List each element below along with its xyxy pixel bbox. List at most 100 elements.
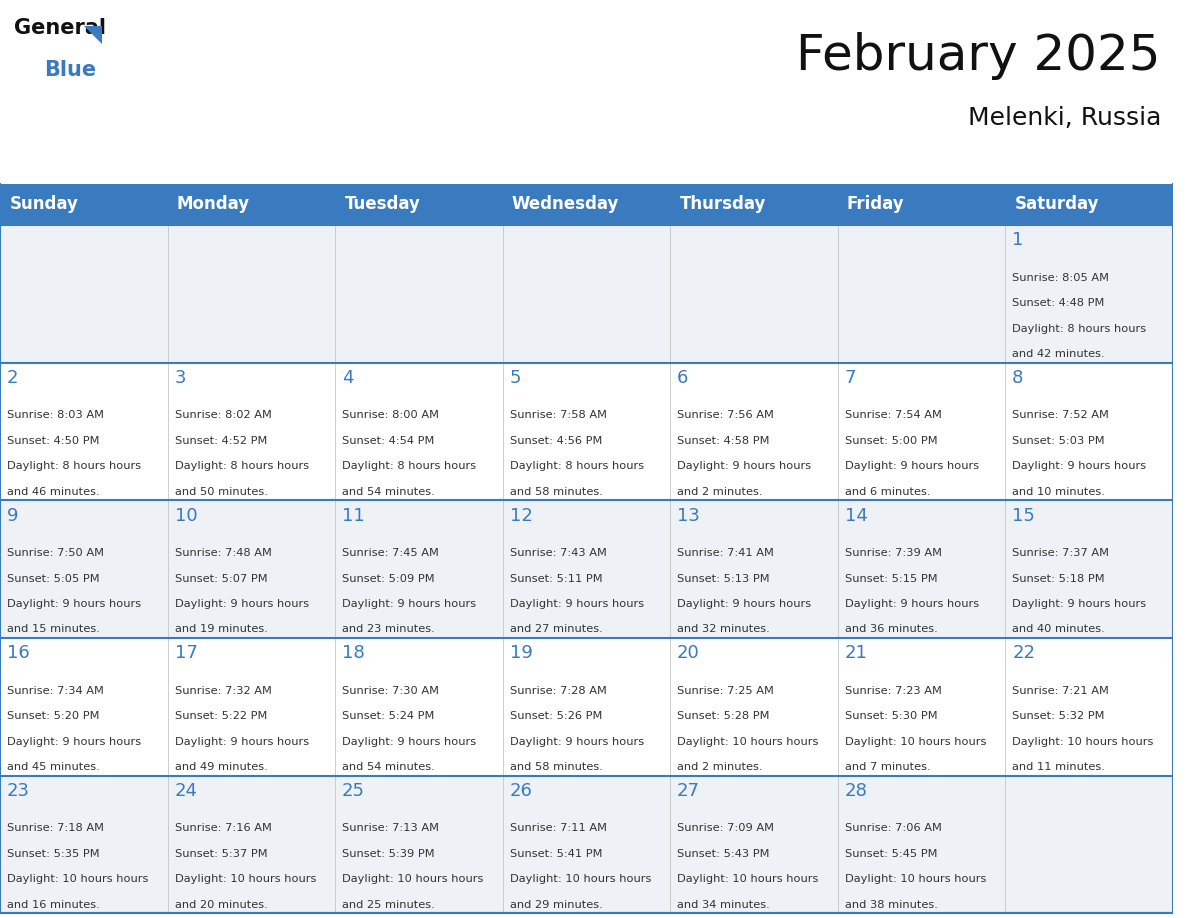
Text: Sunrise: 7:30 AM: Sunrise: 7:30 AM [342, 686, 440, 696]
Text: 23: 23 [7, 782, 30, 800]
Bar [503, 363, 670, 500]
Text: Sunrise: 7:41 AM: Sunrise: 7:41 AM [677, 548, 775, 558]
Text: Sunset: 4:50 PM: Sunset: 4:50 PM [7, 436, 100, 446]
Text: 5: 5 [510, 369, 522, 387]
Bar [1005, 776, 1173, 913]
Text: Sunrise: 7:58 AM: Sunrise: 7:58 AM [510, 410, 607, 420]
Text: and 7 minutes.: and 7 minutes. [845, 762, 930, 772]
Text: 26: 26 [510, 782, 532, 800]
Text: Sunrise: 7:50 AM: Sunrise: 7:50 AM [7, 548, 105, 558]
Text: Tuesday: Tuesday [345, 196, 421, 213]
Text: 11: 11 [342, 507, 365, 525]
Text: Sunset: 4:48 PM: Sunset: 4:48 PM [1012, 298, 1105, 308]
Text: and 6 minutes.: and 6 minutes. [845, 487, 930, 497]
Text: Sunset: 5:05 PM: Sunset: 5:05 PM [7, 574, 100, 584]
Text: and 58 minutes.: and 58 minutes. [510, 762, 602, 772]
Text: Sunrise: 7:45 AM: Sunrise: 7:45 AM [342, 548, 438, 558]
Text: Sunrise: 8:00 AM: Sunrise: 8:00 AM [342, 410, 440, 420]
Text: Daylight: 9 hours hours: Daylight: 9 hours hours [845, 462, 979, 471]
Text: Sunset: 5:09 PM: Sunset: 5:09 PM [342, 574, 435, 584]
Polygon shape [84, 26, 102, 44]
Bar [838, 225, 1005, 363]
Text: Friday: Friday [847, 196, 904, 213]
Text: Daylight: 10 hours hours: Daylight: 10 hours hours [677, 874, 819, 884]
Bar [335, 500, 503, 638]
Text: Wednesday: Wednesday [512, 196, 619, 213]
Text: Sunrise: 7:25 AM: Sunrise: 7:25 AM [677, 686, 775, 696]
Text: Melenki, Russia: Melenki, Russia [967, 106, 1161, 129]
Text: Sunrise: 7:21 AM: Sunrise: 7:21 AM [1012, 686, 1110, 696]
Text: Sunrise: 7:56 AM: Sunrise: 7:56 AM [677, 410, 775, 420]
Text: and 29 minutes.: and 29 minutes. [510, 900, 602, 910]
Text: Daylight: 9 hours hours: Daylight: 9 hours hours [1012, 599, 1146, 609]
Bar [335, 225, 503, 363]
Text: and 2 minutes.: and 2 minutes. [677, 487, 763, 497]
Text: Daylight: 8 hours hours: Daylight: 8 hours hours [1012, 324, 1146, 333]
Bar [670, 776, 838, 913]
Bar [0, 638, 168, 776]
Text: Sunset: 5:35 PM: Sunset: 5:35 PM [7, 849, 100, 859]
Bar [168, 225, 335, 363]
Text: Sunset: 5:43 PM: Sunset: 5:43 PM [677, 849, 770, 859]
Text: 2: 2 [7, 369, 19, 387]
Text: 13: 13 [677, 507, 700, 525]
Text: Sunset: 5:45 PM: Sunset: 5:45 PM [845, 849, 937, 859]
Text: and 54 minutes.: and 54 minutes. [342, 487, 435, 497]
Text: and 2 minutes.: and 2 minutes. [677, 762, 763, 772]
Text: 18: 18 [342, 644, 365, 663]
Text: Sunrise: 7:09 AM: Sunrise: 7:09 AM [677, 823, 775, 834]
Text: Sunset: 5:24 PM: Sunset: 5:24 PM [342, 711, 435, 722]
Text: Daylight: 8 hours hours: Daylight: 8 hours hours [175, 462, 309, 471]
Text: Sunrise: 7:28 AM: Sunrise: 7:28 AM [510, 686, 606, 696]
Text: Sunset: 5:13 PM: Sunset: 5:13 PM [677, 574, 770, 584]
Text: 27: 27 [677, 782, 700, 800]
Text: Sunrise: 7:16 AM: Sunrise: 7:16 AM [175, 823, 271, 834]
Text: Sunset: 4:54 PM: Sunset: 4:54 PM [342, 436, 435, 446]
Bar [335, 776, 503, 913]
Text: Sunset: 5:11 PM: Sunset: 5:11 PM [510, 574, 602, 584]
Text: Daylight: 10 hours hours: Daylight: 10 hours hours [677, 736, 819, 746]
Text: Daylight: 10 hours hours: Daylight: 10 hours hours [845, 874, 986, 884]
Text: Sunset: 4:56 PM: Sunset: 4:56 PM [510, 436, 602, 446]
Bar [670, 363, 838, 500]
Text: 24: 24 [175, 782, 197, 800]
Text: Sunset: 4:52 PM: Sunset: 4:52 PM [175, 436, 267, 446]
Text: Sunset: 5:07 PM: Sunset: 5:07 PM [175, 574, 267, 584]
Bar [0, 225, 168, 363]
Text: Sunrise: 7:06 AM: Sunrise: 7:06 AM [845, 823, 942, 834]
Text: and 38 minutes.: and 38 minutes. [845, 900, 937, 910]
Bar [838, 638, 1005, 776]
Text: Sunrise: 7:43 AM: Sunrise: 7:43 AM [510, 548, 606, 558]
Text: 16: 16 [7, 644, 30, 663]
Text: Daylight: 10 hours hours: Daylight: 10 hours hours [7, 874, 148, 884]
Bar [0, 776, 168, 913]
Text: General: General [14, 18, 106, 39]
Text: and 11 minutes.: and 11 minutes. [1012, 762, 1105, 772]
Text: Daylight: 8 hours hours: Daylight: 8 hours hours [7, 462, 141, 471]
Text: and 49 minutes.: and 49 minutes. [175, 762, 267, 772]
Text: Daylight: 10 hours hours: Daylight: 10 hours hours [342, 874, 484, 884]
Text: and 25 minutes.: and 25 minutes. [342, 900, 435, 910]
Text: Sunrise: 7:39 AM: Sunrise: 7:39 AM [845, 548, 942, 558]
Text: Daylight: 9 hours hours: Daylight: 9 hours hours [7, 599, 141, 609]
Bar [503, 638, 670, 776]
Text: 21: 21 [845, 644, 867, 663]
Text: Daylight: 8 hours hours: Daylight: 8 hours hours [510, 462, 644, 471]
Bar [670, 638, 838, 776]
Text: 20: 20 [677, 644, 700, 663]
Text: Daylight: 10 hours hours: Daylight: 10 hours hours [175, 874, 316, 884]
Text: 9: 9 [7, 507, 19, 525]
Text: Sunrise: 8:02 AM: Sunrise: 8:02 AM [175, 410, 271, 420]
Text: and 58 minutes.: and 58 minutes. [510, 487, 602, 497]
Text: Sunset: 5:22 PM: Sunset: 5:22 PM [175, 711, 267, 722]
Text: Sunset: 5:00 PM: Sunset: 5:00 PM [845, 436, 937, 446]
Text: Sunrise: 8:05 AM: Sunrise: 8:05 AM [1012, 273, 1110, 283]
Bar [168, 776, 335, 913]
Text: Sunset: 5:41 PM: Sunset: 5:41 PM [510, 849, 602, 859]
Text: Sunset: 5:26 PM: Sunset: 5:26 PM [510, 711, 602, 722]
Text: Sunset: 5:03 PM: Sunset: 5:03 PM [1012, 436, 1105, 446]
Text: and 36 minutes.: and 36 minutes. [845, 624, 937, 634]
Text: Daylight: 8 hours hours: Daylight: 8 hours hours [342, 462, 476, 471]
Text: Blue: Blue [45, 60, 96, 80]
Text: 17: 17 [175, 644, 197, 663]
